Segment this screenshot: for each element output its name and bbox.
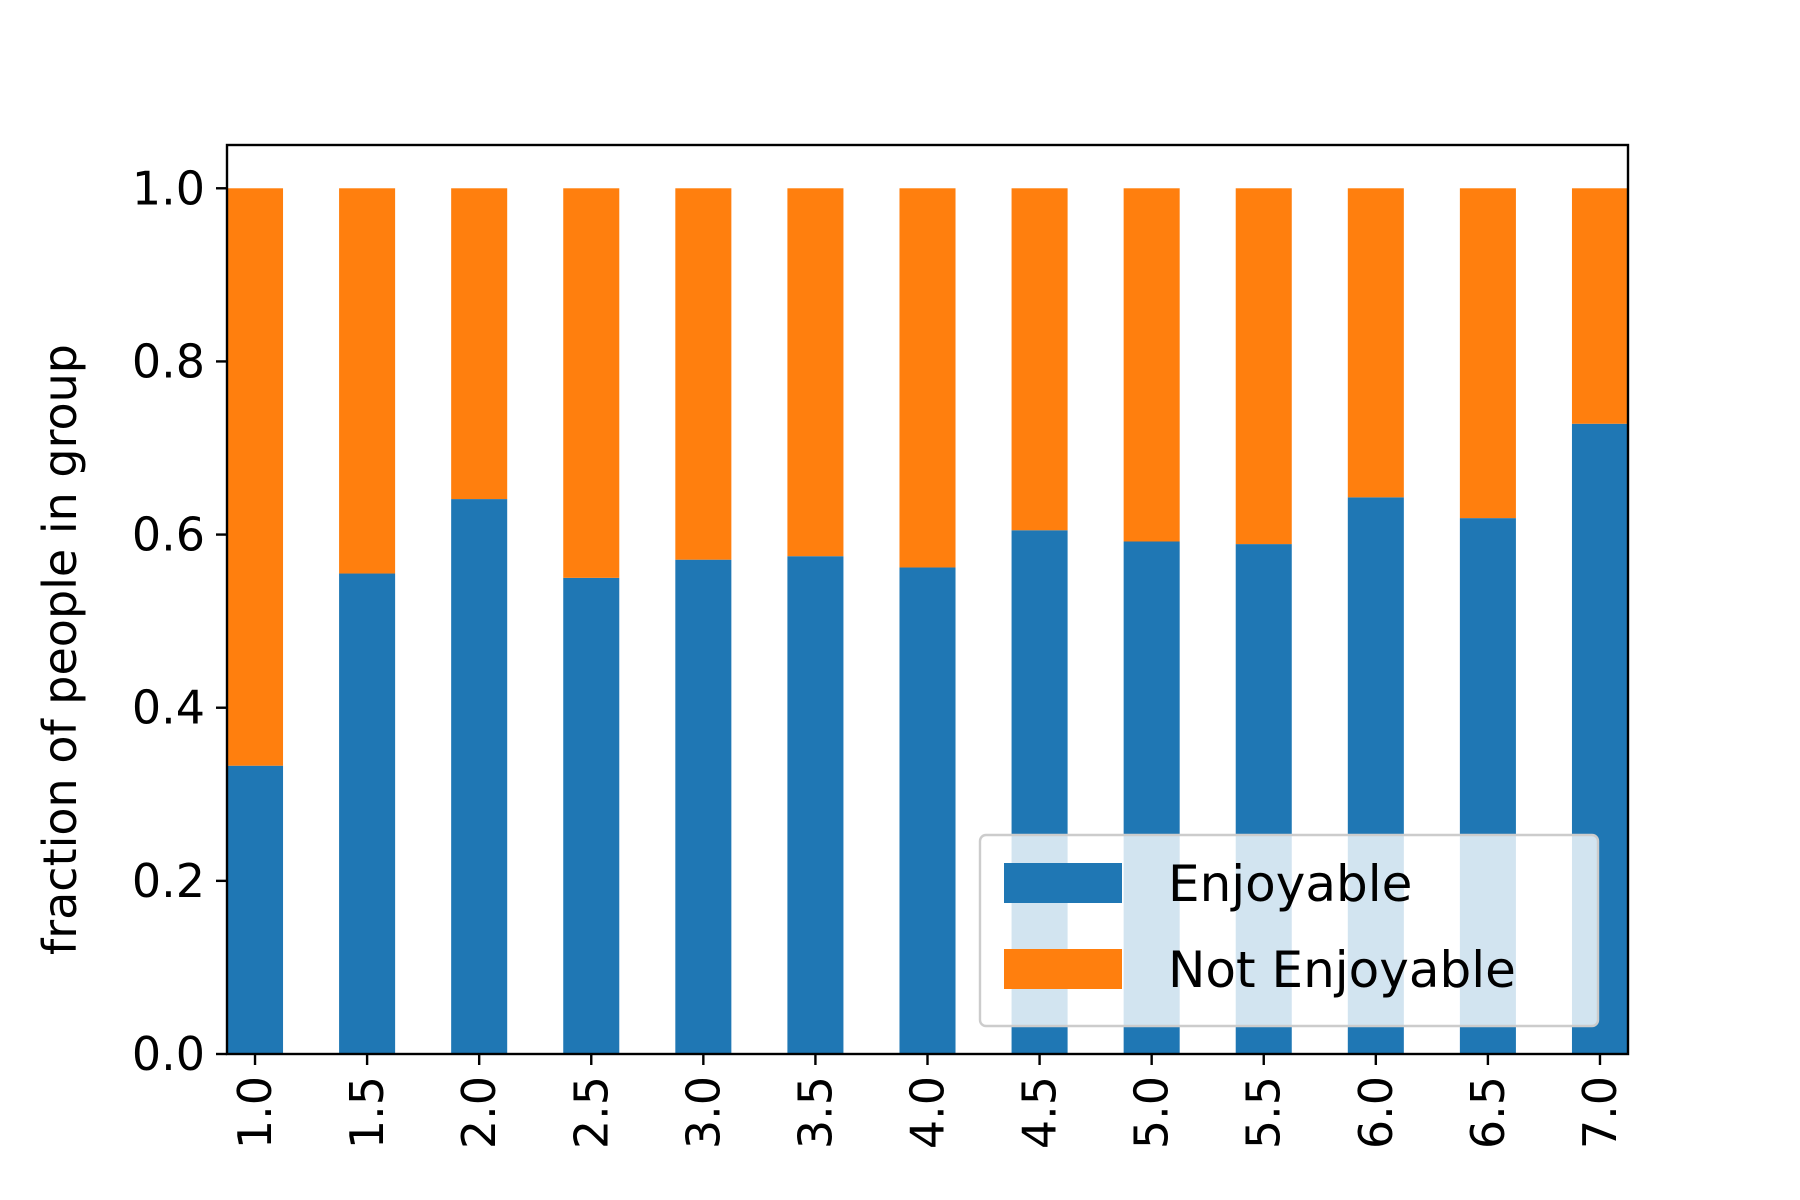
bar-not-enjoyable-2.5: [563, 188, 620, 578]
x-tick-label: 1.5: [340, 1076, 394, 1149]
bar-enjoyable-4.0: [899, 567, 956, 1054]
bar-not-enjoyable-7.0: [1571, 188, 1628, 424]
bar-not-enjoyable-3.0: [675, 188, 732, 560]
x-tick-label: 2.5: [564, 1076, 618, 1149]
legend-swatch-not-enjoyable: [1004, 949, 1122, 989]
y-tick-label: 1.0: [132, 161, 205, 215]
x-tick-label: 3.5: [788, 1076, 842, 1149]
bar-enjoyable-1.5: [339, 573, 396, 1054]
bar-enjoyable-2.0: [451, 499, 508, 1054]
plot-frame: [225, 143, 1630, 1056]
legend-box: [978, 833, 1600, 1028]
x-tick-label: 2.0: [452, 1076, 506, 1149]
x-tick-label: 6.5: [1461, 1076, 1515, 1149]
y-tick-label: 0.0: [132, 1027, 205, 1081]
bar-not-enjoyable-1.5: [339, 188, 396, 574]
bar-not-enjoyable-3.5: [787, 188, 844, 557]
x-tick-label: 4.5: [1013, 1076, 1067, 1149]
bar-not-enjoyable-5.0: [1123, 188, 1180, 542]
x-tick-label: 6.0: [1349, 1076, 1403, 1149]
bar-not-enjoyable-2.0: [451, 188, 508, 500]
y-ticks-group: 0.0 0.2 0.4 0.6 0.8 1.0: [132, 161, 227, 1081]
legend-label-enjoyable: Enjoyable: [1168, 855, 1412, 913]
x-tick-label: 1.0: [228, 1076, 282, 1149]
bar-not-enjoyable-1.0: [227, 188, 284, 766]
bar-not-enjoyable-4.0: [899, 188, 956, 568]
x-tick-label: 4.0: [901, 1076, 955, 1149]
bar-enjoyable-2.5: [563, 577, 620, 1054]
bar-not-enjoyable-6.5: [1459, 188, 1516, 519]
legend: Enjoyable Not Enjoyable: [978, 833, 1600, 1028]
x-tick-label: 7.0: [1573, 1076, 1627, 1149]
legend-label-not-enjoyable: Not Enjoyable: [1168, 941, 1516, 999]
legend-swatch-enjoyable: [1004, 863, 1122, 903]
bar-not-enjoyable-4.5: [1011, 188, 1068, 531]
bar-not-enjoyable-5.5: [1235, 188, 1292, 545]
bar-enjoyable-3.0: [675, 559, 732, 1054]
x-tick-label: 5.0: [1125, 1076, 1179, 1149]
y-tick-label: 0.6: [132, 508, 205, 562]
y-tick-label: 0.8: [132, 334, 205, 388]
x-tick-label: 5.5: [1237, 1076, 1291, 1149]
y-tick-label: 0.2: [132, 854, 205, 908]
y-axis-label: fraction of people in group: [33, 344, 87, 955]
bar-enjoyable-3.5: [787, 556, 844, 1054]
bar-enjoyable-1.0: [227, 765, 284, 1054]
x-ticks-group: 1.0 1.5 2.0 2.5 3.0 3.5 4.0 4.5 5.0 5.5 6.0 6.5 7.0: [228, 1054, 1627, 1149]
y-tick-label: 0.4: [132, 681, 205, 735]
x-tick-label: 3.0: [676, 1076, 730, 1149]
bar-not-enjoyable-6.0: [1347, 188, 1404, 498]
